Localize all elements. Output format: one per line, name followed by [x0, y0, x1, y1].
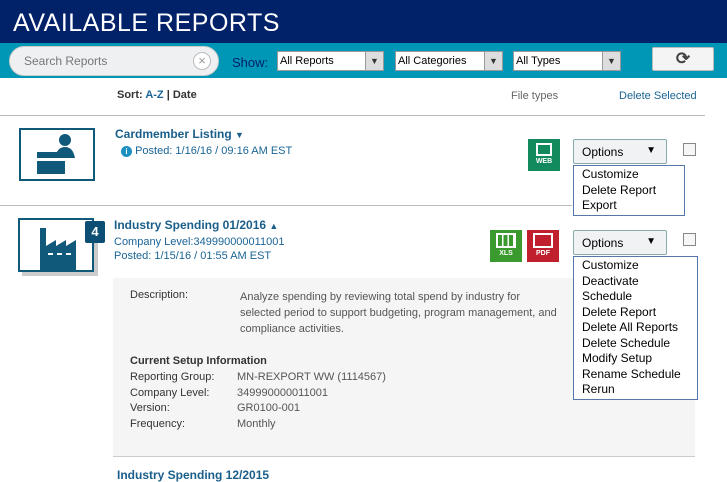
- pdf-file-icon[interactable]: PDF: [527, 230, 559, 262]
- divider: [0, 115, 705, 116]
- search-input[interactable]: Search Reports ×: [9, 46, 219, 76]
- posted-info: i Posted: 1/16/16 / 09:16 AM EST: [121, 145, 292, 157]
- factory-icon: [18, 218, 94, 272]
- sort-date-link[interactable]: Date: [172, 89, 197, 101]
- info-icon: i: [121, 146, 132, 157]
- posted-info: Posted: 1/15/16 / 01:55 AM EST: [114, 250, 272, 262]
- type-filter-select[interactable]: All Types ▼: [513, 51, 621, 71]
- caret-down-icon: ▼: [235, 130, 244, 140]
- menu-item-delete-schedule[interactable]: Delete Schedule: [582, 335, 671, 350]
- chevron-down-icon: ▼: [602, 52, 620, 70]
- report-title-link[interactable]: Cardmember Listing ▼: [115, 127, 244, 141]
- search-placeholder: Search Reports: [24, 54, 108, 68]
- caret-up-icon: ▲: [269, 221, 279, 231]
- setup-labels: Reporting Group: Company Level: Version: Fr…: [130, 371, 215, 430]
- report-count-badge: 4: [85, 221, 105, 243]
- sort-bar: Sort: A-Z | Date: [117, 89, 197, 101]
- menu-item-deactivate-schedule[interactable]: Deactivate Schedule: [582, 273, 639, 304]
- show-label: Show:: [232, 55, 269, 70]
- menu-item-delete-report[interactable]: Delete Report: [582, 182, 657, 197]
- description-text: Analyze spending by reviewing total spen…: [240, 291, 557, 335]
- sort-az-link[interactable]: A-Z: [145, 89, 164, 101]
- file-types-label: File types: [511, 90, 559, 102]
- select-checkbox[interactable]: [683, 233, 696, 246]
- setup-title: Current Setup Information: [130, 355, 267, 367]
- menu-item-delete-report[interactable]: Delete Report: [582, 304, 657, 319]
- clear-search-icon[interactable]: ×: [193, 52, 211, 70]
- refresh-button[interactable]: ⟳: [652, 47, 714, 71]
- refresh-icon: ⟳: [675, 49, 691, 68]
- chevron-down-icon: ▼: [646, 236, 656, 247]
- chevron-down-icon: ▼: [646, 145, 656, 156]
- cardmember-icon: [19, 128, 95, 181]
- report-title-link[interactable]: Industry Spending 01/2016 ▲: [114, 218, 279, 232]
- xls-file-icon[interactable]: XLS: [490, 230, 522, 262]
- category-filter-select[interactable]: All Categories ▼: [395, 51, 503, 71]
- chevron-down-icon: ▼: [365, 52, 383, 70]
- options-dropdown[interactable]: Options ▼: [573, 139, 667, 164]
- menu-item-customize[interactable]: Customize: [582, 167, 639, 181]
- menu-item-delete-all-reports[interactable]: Delete All Reports: [582, 320, 679, 334]
- web-file-icon[interactable]: WEB: [528, 139, 560, 171]
- report-title-link[interactable]: Industry Spending 12/2015: [117, 468, 270, 482]
- menu-item-modify-setup[interactable]: Modify Setup: [582, 351, 653, 365]
- divider: [0, 205, 572, 206]
- menu-item-rename-schedule[interactable]: Rename Schedule: [582, 366, 681, 381]
- menu-item-export[interactable]: Export: [582, 198, 617, 212]
- menu-item-customize[interactable]: Customize: [582, 258, 639, 272]
- company-level: Company Level:349990000011001: [114, 236, 285, 248]
- page-header: AVAILABLE REPORTS: [0, 0, 727, 43]
- report-filter-select[interactable]: All Reports ▼: [277, 51, 384, 71]
- select-checkbox[interactable]: [683, 143, 696, 156]
- options-dropdown[interactable]: Options ▼: [573, 230, 667, 255]
- description-label: Description:: [130, 289, 189, 301]
- menu-item-rerun[interactable]: Rerun: [582, 382, 615, 396]
- options-menu: Customize Deactivate Schedule Delete Rep…: [573, 256, 698, 400]
- delete-selected-link[interactable]: Delete Selected: [619, 90, 697, 102]
- page-title: AVAILABLE REPORTS: [13, 9, 280, 37]
- setup-values: MN-REXPORT WW (1114567) 349990000011001 GR…: [237, 371, 386, 430]
- chevron-down-icon: ▼: [484, 52, 502, 70]
- options-menu: Customize Delete Report Export: [573, 165, 685, 216]
